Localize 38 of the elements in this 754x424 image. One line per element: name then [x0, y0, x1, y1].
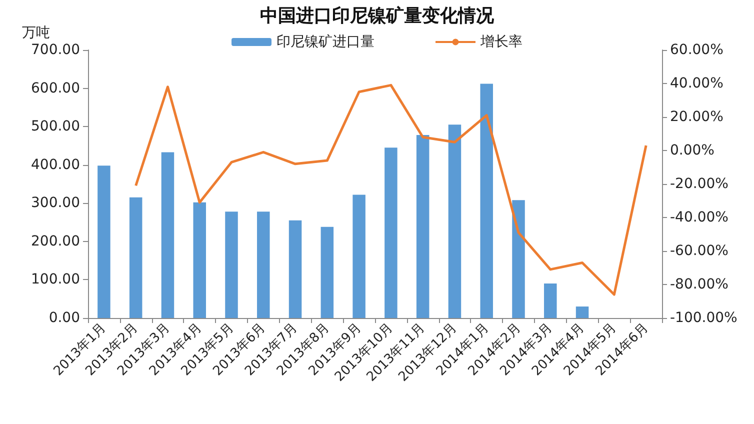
bar	[129, 197, 142, 318]
bar	[576, 306, 589, 318]
y2-tick-label: -40.00%	[670, 210, 728, 226]
bar	[512, 200, 525, 318]
bar	[480, 84, 493, 318]
bar	[288, 220, 302, 318]
y2-tick-label: -100.00%	[670, 310, 738, 326]
chart-title: 中国进口印尼镍矿量变化情况	[260, 6, 495, 26]
bar	[544, 284, 557, 318]
bar	[161, 152, 174, 318]
bar	[257, 212, 270, 318]
y2-tick-label: 60.00%	[670, 42, 724, 58]
y-tick-label: 0.00	[48, 310, 80, 326]
y2-tick-label: -80.00%	[670, 276, 728, 292]
y-tick-label: 600.00	[31, 80, 80, 96]
y2-tick-label: 20.00%	[670, 109, 724, 125]
bar	[416, 134, 430, 318]
bar	[98, 166, 110, 318]
bar	[193, 202, 206, 318]
bar	[352, 194, 366, 318]
y-tick-label: 300.00	[31, 195, 80, 212]
bar	[448, 124, 462, 318]
bar	[384, 148, 398, 318]
y-tick-label: 700.00	[31, 42, 80, 58]
y2-tick-label: 40.00%	[670, 76, 724, 92]
y-tick-label: 500.00	[31, 118, 80, 135]
line-series	[134, 84, 648, 296]
y2-tick-label: -60.00%	[670, 243, 728, 259]
legend-label: 增长率	[480, 34, 522, 50]
y2-tick-label: 0.00%	[670, 142, 714, 158]
legend-label: 印尼镍矿进口量	[276, 34, 374, 50]
y2-tick-label: -20.00%	[670, 176, 728, 192]
bar	[320, 226, 334, 318]
y-axis-title: 万吨	[22, 25, 50, 41]
y-tick-label: 400.00	[31, 156, 80, 173]
bar	[225, 212, 238, 318]
y-tick-label: 200.00	[31, 233, 80, 250]
y-tick-label: 100.00	[31, 272, 80, 288]
